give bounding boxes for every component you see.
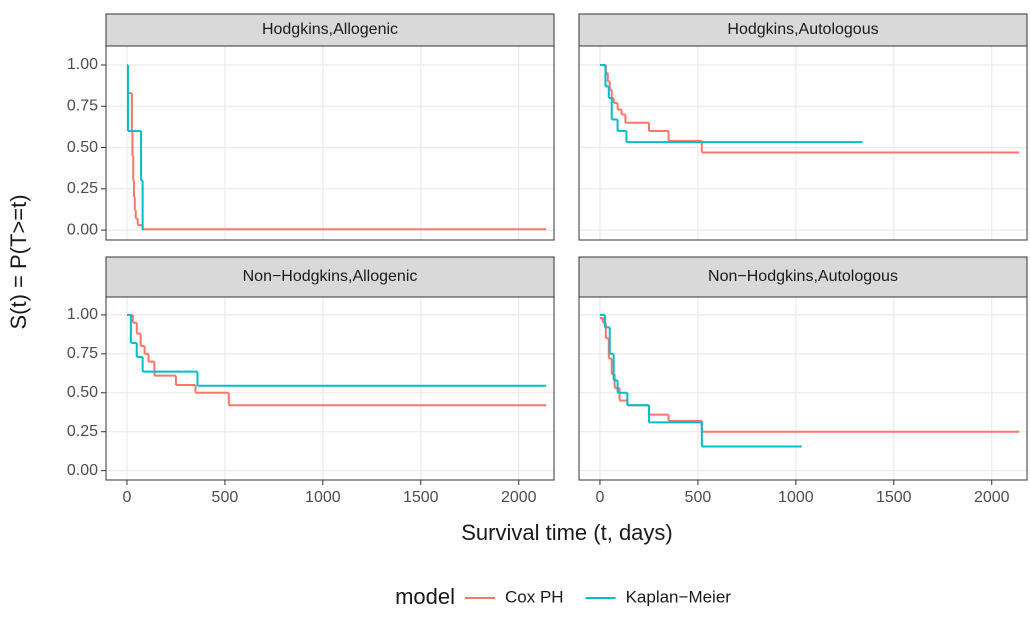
y-tick-label: 1.00	[67, 306, 98, 323]
y-tick-label: 0.50	[67, 139, 98, 156]
panel-border	[578, 45, 1028, 241]
strip	[578, 13, 1028, 47]
y-tick-label: 0.25	[67, 423, 98, 440]
y-tick-label: 0.50	[67, 384, 98, 401]
legend-title: model	[395, 584, 455, 609]
legend-label: Cox PH	[505, 587, 564, 606]
y-tick-label: 0.75	[67, 345, 98, 362]
panel-border	[578, 296, 1028, 481]
x-tick-label: 500	[685, 489, 712, 506]
y-tick-label: 0.00	[67, 462, 98, 479]
panel-background	[579, 297, 1027, 480]
panel-border	[105, 296, 555, 481]
strip-label: Non−Hodgkins,Allogenic	[243, 268, 418, 285]
strip-label: Hodgkins,Autologous	[727, 21, 878, 38]
panel-border	[105, 45, 555, 241]
panel-background	[106, 297, 554, 480]
y-axis-title: S(t) = P(T>=t)	[6, 194, 31, 329]
strip-label: Non−Hodgkins,Autologous	[708, 268, 898, 285]
x-tick-label: 500	[212, 489, 239, 506]
legend-label: Kaplan−Meier	[626, 587, 732, 606]
y-tick-label: 0.25	[67, 180, 98, 197]
x-tick-label: 1000	[778, 489, 814, 506]
x-tick-label: 2000	[974, 489, 1010, 506]
x-tick-label: 0	[596, 489, 605, 506]
x-tick-label: 1500	[876, 489, 912, 506]
y-tick-label: 1.00	[67, 56, 98, 73]
x-axis-title: Survival time (t, days)	[461, 520, 673, 545]
strip	[578, 256, 1028, 298]
panel-background	[106, 46, 554, 240]
strip	[105, 256, 555, 298]
y-tick-label: 0.75	[67, 97, 98, 114]
x-tick-label: 2000	[501, 489, 537, 506]
x-tick-label: 1000	[305, 489, 341, 506]
x-tick-label: 0	[123, 489, 132, 506]
strip	[105, 13, 555, 47]
x-tick-label: 1500	[403, 489, 439, 506]
y-tick-label: 0.00	[67, 221, 98, 238]
strip-label: Hodgkins,Allogenic	[262, 21, 398, 38]
